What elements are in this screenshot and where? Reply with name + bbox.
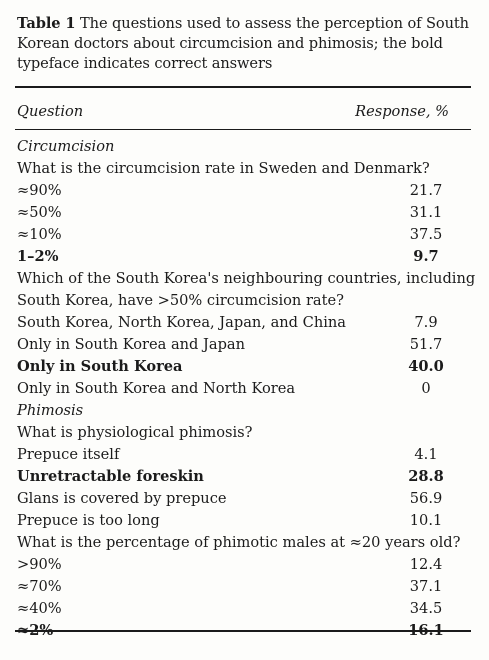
row-text: Glans is covered by prepuce (17, 490, 227, 507)
answer-row: Only in South Korea 40.0 (17, 356, 473, 378)
answer-row: >90% 12.4 (17, 554, 473, 576)
answer-row: ≈40% 34.5 (17, 598, 473, 620)
section-heading: Circumcision (17, 136, 473, 158)
response-value: 37.5 (409, 226, 443, 243)
answer-row: Glans is covered by prepuce 56.9 (17, 488, 473, 510)
row-text: Prepuce itself (17, 446, 120, 463)
response-value: 9.7 (413, 248, 439, 265)
answer-row: Only in South Korea and Japan 51.7 (17, 334, 473, 356)
response-value: 34.5 (409, 600, 443, 617)
row-text: What is the circumcision rate in Sweden … (17, 160, 430, 177)
question-row: What is physiological phimosis? (17, 422, 473, 444)
response-value: 0 (421, 380, 431, 397)
answer-row: Prepuce itself 4.1 (17, 444, 473, 466)
row-text: South Korea, North Korea, Japan, and Chi… (17, 314, 346, 331)
table-body: Circumcision What is the circumcision rat… (17, 136, 476, 642)
answer-row: Only in South Korea and North Korea 0 (17, 378, 473, 400)
question-row: What is the circumcision rate in Sweden … (17, 158, 473, 180)
answer-row: ≈90% 21.7 (17, 180, 473, 202)
row-text: Only in South Korea and Japan (17, 336, 246, 353)
response-value: 40.0 (408, 358, 444, 375)
table-caption: Table 1 The questions used to assess the… (17, 14, 473, 74)
bottom-rule (15, 630, 471, 632)
answer-row: 1–2% 9.7 (17, 246, 473, 268)
top-rule (15, 86, 471, 88)
answer-row: South Korea, North Korea, Japan, and Chi… (17, 312, 473, 334)
answer-row: Unretractable foreskin 28.8 (17, 466, 473, 488)
answer-row: Prepuce is too long 10.1 (17, 510, 473, 532)
row-text: Phimosis (17, 402, 84, 419)
row-text: Only in South Korea (17, 358, 183, 375)
response-value: 21.7 (409, 182, 443, 199)
response-value: 7.9 (414, 314, 438, 331)
response-value: 56.9 (409, 490, 443, 507)
row-text: >90% (17, 556, 62, 573)
row-text: Circumcision (17, 138, 115, 155)
answer-row: ≈50% 31.1 (17, 202, 473, 224)
response-value: 31.1 (409, 204, 443, 221)
row-text: ≈70% (17, 578, 62, 595)
response-value: 12.4 (409, 556, 443, 573)
question-row: What is the percentage of phimotic males… (17, 532, 473, 554)
response-value: 4.1 (414, 446, 438, 463)
table-label: Table 1 (17, 15, 76, 32)
section-heading: Phimosis (17, 400, 473, 422)
row-text: What is the percentage of phimotic males… (17, 534, 461, 551)
response-value: 28.8 (408, 468, 444, 485)
header-rule (15, 129, 471, 130)
row-text: 1–2% (17, 248, 59, 265)
response-value: 51.7 (409, 336, 443, 353)
response-value: 10.1 (409, 512, 443, 529)
answer-row: ≈70% 37.1 (17, 576, 473, 598)
row-text: Prepuce is too long (17, 512, 160, 529)
row-text: ≈90% (17, 182, 62, 199)
caption-text: The questions used to assess the percept… (17, 15, 469, 72)
row-text: What is physiological phimosis? (17, 424, 253, 441)
question-row: South Korea, have >50% circumcision rate… (17, 290, 473, 312)
row-text: Unretractable foreskin (17, 468, 204, 485)
row-text: Which of the South Korea's neighbouring … (17, 270, 476, 287)
response-value: 37.1 (409, 578, 443, 595)
row-text: ≈50% (17, 204, 62, 221)
row-text: Only in South Korea and North Korea (17, 380, 296, 397)
question-row: Which of the South Korea's neighbouring … (17, 268, 476, 290)
answer-row: ≈10% 37.5 (17, 224, 473, 246)
table-header: Question Response, % (17, 102, 449, 122)
row-text: South Korea, have >50% circumcision rate… (17, 292, 344, 309)
row-text: ≈40% (17, 600, 62, 617)
row-text: ≈10% (17, 226, 62, 243)
question-column-header: Question (17, 103, 84, 120)
response-column-header: Response, % (355, 103, 449, 120)
